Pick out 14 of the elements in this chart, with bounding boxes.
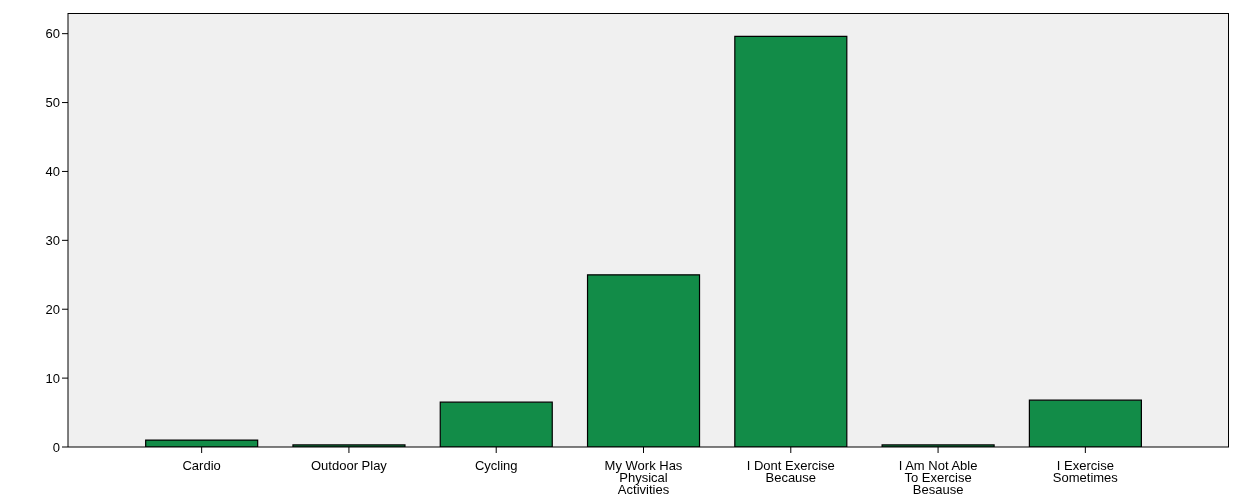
y-tick-label: 0: [52, 439, 60, 455]
x-tick-label: I Dont Exercise Because: [746, 458, 835, 485]
y-tick-label: 50: [45, 95, 60, 111]
x-tick-label: Outdoor Play: [310, 458, 388, 473]
x-tick-label: Cycling: [474, 458, 518, 473]
x-tick-label: I Am Not Able To Exercise Besause: [898, 458, 978, 495]
y-tick-label: 10: [45, 370, 60, 386]
x-tick-label: I Exercise Sometimes: [1052, 458, 1119, 485]
y-tick-label: 40: [45, 164, 60, 180]
y-tick-label: 60: [45, 26, 60, 42]
x-tick-label: My Work Has Physical Activities: [604, 458, 683, 495]
x-tick-label: Cardio: [182, 458, 221, 473]
y-tick-label: 20: [45, 301, 60, 317]
y-tick-label: 30: [45, 232, 60, 248]
